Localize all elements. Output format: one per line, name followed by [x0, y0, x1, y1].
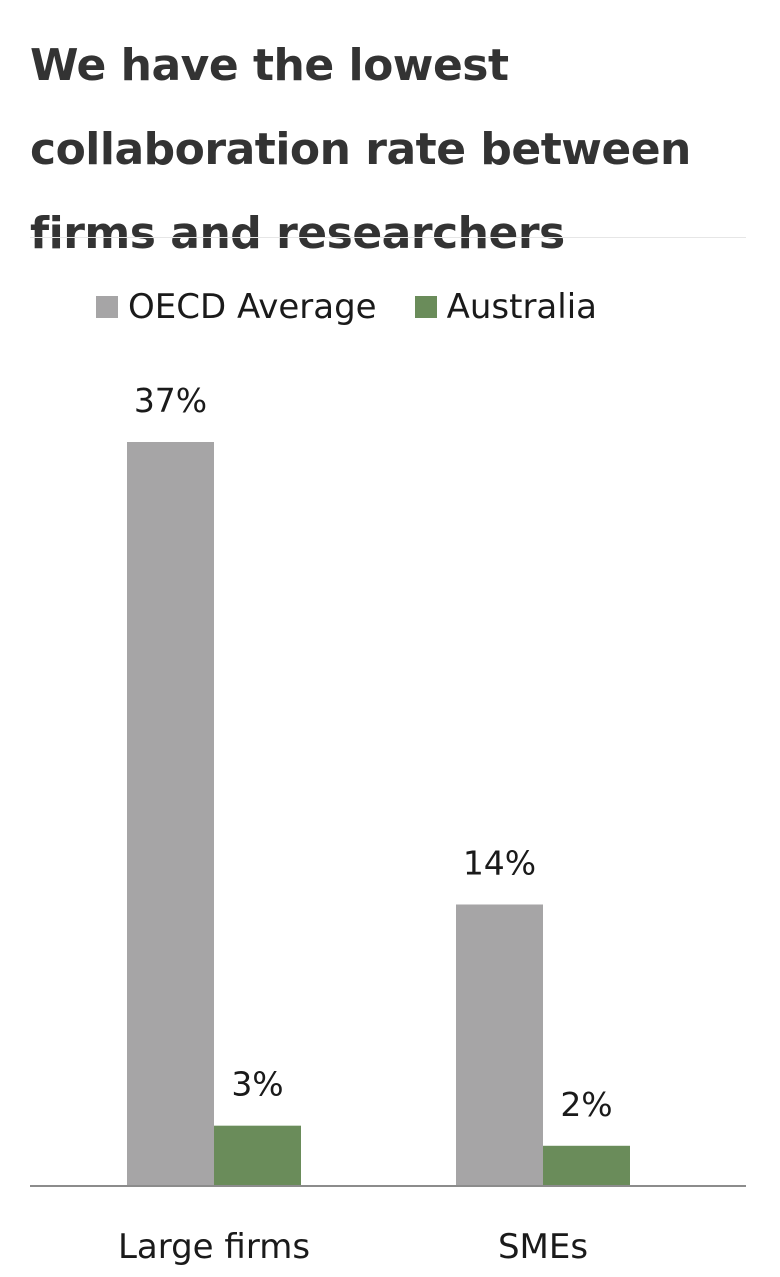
legend-label-oecd-average: OECD Average — [128, 287, 377, 327]
value-label-smes-australia: 2% — [560, 1085, 612, 1124]
legend-item-australia: Australia — [414, 287, 597, 327]
category-label-smes: SMEs — [498, 1227, 588, 1267]
category-labels-group: Large firms SMEs — [118, 1227, 588, 1267]
bar-large-firms-australia — [214, 1125, 301, 1186]
legend-swatch-oecd-average — [96, 296, 118, 318]
bar-smes-oecd-average — [456, 904, 543, 1186]
legend-label-australia: Australia — [446, 287, 597, 327]
legend: OECD Average Australia — [96, 282, 635, 332]
bar-large-firms-oecd-average — [127, 442, 214, 1186]
legend-item-oecd-average: OECD Average — [96, 287, 377, 327]
value-label-large-firms-oecd-average: 37% — [134, 381, 207, 420]
value-label-large-firms-australia: 3% — [231, 1065, 283, 1104]
value-label-smes-oecd-average: 14% — [463, 843, 536, 882]
category-label-large-firms: Large firms — [118, 1227, 310, 1267]
bars-group — [127, 442, 630, 1186]
title-divider — [30, 237, 746, 238]
legend-swatch-australia — [414, 296, 437, 318]
chart-title: We have the lowest collaboration rate be… — [30, 40, 691, 259]
value-labels-group: 37% 3% 14% 2% — [134, 381, 613, 1124]
bar-smes-australia — [543, 1145, 630, 1186]
